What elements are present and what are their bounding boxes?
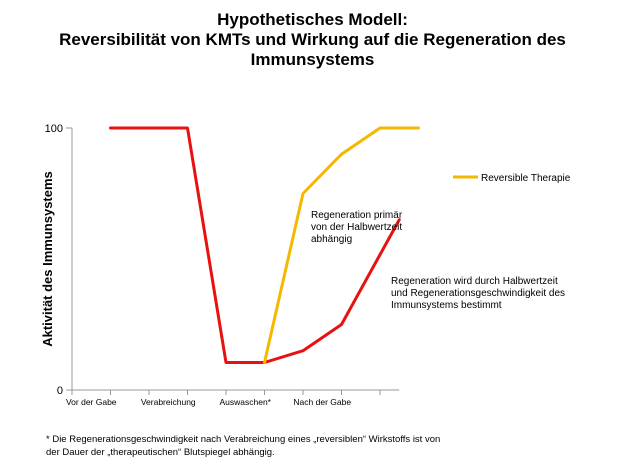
annotation-line: Regeneration primär (311, 210, 403, 221)
series-line-yellow (263, 126, 420, 364)
annotation-yellow-note: Regeneration primär von der Halbwertzeit a… (311, 210, 403, 245)
annotation-red-note: Regeneration wird durch Halbwertzeit und … (391, 276, 565, 311)
title-line-3: Immunsystems (250, 50, 375, 69)
y-axis-label: Aktivität des Immunsystems (40, 171, 55, 347)
x-tick-label: Auswaschen* (219, 397, 271, 407)
x-tick-label: Vor der Gabe (66, 397, 117, 407)
annotation-line: Immunsystems bestimmt (391, 300, 502, 311)
footnote: * Die Regenerationsgeschwindigkeit nach … (46, 433, 606, 459)
series-line-red (109, 126, 401, 364)
annotation-line: und Regenerationsgeschwindigkeit des (391, 288, 565, 299)
x-tick-label: Nach der Gabe (293, 397, 351, 407)
y-tick-label: 0 (57, 385, 63, 397)
footnote-line-1: * Die Regenerationsgeschwindigkeit nach … (46, 434, 441, 445)
y-tick-label: 100 (45, 123, 63, 135)
annotation-line: abhängig (311, 234, 352, 245)
annotation-line: Regeneration wird durch Halbwertzeit (391, 276, 558, 287)
legend-label: Reversible Therapie (481, 173, 571, 184)
annotation-line: von der Halbwertzeit (311, 222, 402, 233)
footnote-line-2: der Dauer der „therapeutischen“ Blutspie… (46, 447, 275, 458)
chart-title: Hypothetisches Modell: Reversibilität vo… (0, 10, 625, 70)
title-line-2: Reversibilität von KMTs und Wirkung auf … (59, 30, 566, 49)
x-tick-label: Verabreichung (141, 397, 196, 407)
title-line-1: Hypothetisches Modell: (217, 10, 408, 29)
